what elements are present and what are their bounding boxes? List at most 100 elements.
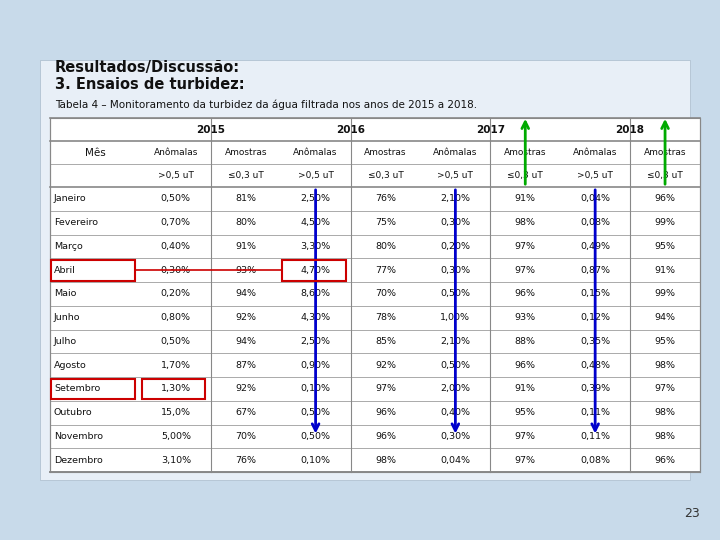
Text: 98%: 98% <box>654 408 675 417</box>
Text: 0,87%: 0,87% <box>580 266 610 275</box>
Text: >0,5 uT: >0,5 uT <box>577 171 613 180</box>
Text: Maio: Maio <box>54 289 76 299</box>
Text: 99%: 99% <box>654 289 675 299</box>
Text: 0,39%: 0,39% <box>580 384 611 393</box>
Text: Amostras: Amostras <box>504 148 546 157</box>
Text: 23: 23 <box>684 507 700 520</box>
Text: 8,60%: 8,60% <box>300 289 330 299</box>
Text: 1,00%: 1,00% <box>441 313 470 322</box>
Text: 2,10%: 2,10% <box>441 194 470 204</box>
Text: 70%: 70% <box>235 432 256 441</box>
Text: 91%: 91% <box>235 242 256 251</box>
Text: 2,50%: 2,50% <box>300 337 330 346</box>
Text: 2,00%: 2,00% <box>441 384 470 393</box>
Text: 95%: 95% <box>654 337 675 346</box>
Text: ≤0,3 uT: ≤0,3 uT <box>368 171 403 180</box>
Text: 91%: 91% <box>515 384 536 393</box>
Text: 0,04%: 0,04% <box>580 194 610 204</box>
Text: 91%: 91% <box>654 266 675 275</box>
Text: 78%: 78% <box>375 313 396 322</box>
Text: 1,30%: 1,30% <box>161 384 191 393</box>
Text: 5,00%: 5,00% <box>161 432 191 441</box>
Text: 0,15%: 0,15% <box>580 289 610 299</box>
Text: 75%: 75% <box>375 218 396 227</box>
Text: Novembro: Novembro <box>54 432 103 441</box>
Text: 0,40%: 0,40% <box>161 242 191 251</box>
Text: 2016: 2016 <box>336 125 365 134</box>
Text: 70%: 70% <box>375 289 396 299</box>
Text: 80%: 80% <box>375 242 396 251</box>
Text: 94%: 94% <box>235 289 256 299</box>
Text: 93%: 93% <box>515 313 536 322</box>
Text: 2,50%: 2,50% <box>300 194 330 204</box>
Text: Amostras: Amostras <box>364 148 407 157</box>
Text: 98%: 98% <box>375 456 396 464</box>
Text: Fevereiro: Fevereiro <box>54 218 98 227</box>
Text: Anômalas: Anômalas <box>153 148 198 157</box>
Text: 3,30%: 3,30% <box>300 242 330 251</box>
Text: 96%: 96% <box>375 408 396 417</box>
Text: 0,49%: 0,49% <box>580 242 610 251</box>
Text: 99%: 99% <box>654 218 675 227</box>
Text: 0,50%: 0,50% <box>300 432 330 441</box>
Text: ≤0,3 uT: ≤0,3 uT <box>508 171 543 180</box>
Text: Anômalas: Anômalas <box>573 148 617 157</box>
Text: 0,70%: 0,70% <box>161 218 191 227</box>
Text: 85%: 85% <box>375 337 396 346</box>
Text: Julho: Julho <box>54 337 77 346</box>
Text: 2015: 2015 <box>197 125 225 134</box>
Text: 0,80%: 0,80% <box>161 313 191 322</box>
Text: 67%: 67% <box>235 408 256 417</box>
Text: 0,50%: 0,50% <box>161 194 191 204</box>
Text: 0,20%: 0,20% <box>441 242 470 251</box>
Text: Anômalas: Anômalas <box>433 148 477 157</box>
Text: Setembro: Setembro <box>54 384 100 393</box>
Text: Resultados/Discussão:: Resultados/Discussão: <box>55 60 240 75</box>
Text: 95%: 95% <box>654 242 675 251</box>
Text: 98%: 98% <box>515 218 536 227</box>
Text: 0,30%: 0,30% <box>161 266 191 275</box>
Text: 0,50%: 0,50% <box>300 408 330 417</box>
Text: Dezembro: Dezembro <box>54 456 103 464</box>
Text: 81%: 81% <box>235 194 256 204</box>
Text: 4,70%: 4,70% <box>300 266 330 275</box>
Text: 97%: 97% <box>515 432 536 441</box>
Text: 88%: 88% <box>515 337 536 346</box>
Text: 80%: 80% <box>235 218 256 227</box>
Text: ≤0,3 uT: ≤0,3 uT <box>647 171 683 180</box>
Text: 0,08%: 0,08% <box>580 456 610 464</box>
Text: 0,12%: 0,12% <box>580 313 610 322</box>
Text: 94%: 94% <box>235 337 256 346</box>
Text: 0,10%: 0,10% <box>300 384 330 393</box>
Text: Anômalas: Anômalas <box>294 148 338 157</box>
Text: 97%: 97% <box>515 456 536 464</box>
Text: 0,04%: 0,04% <box>441 456 470 464</box>
Text: 96%: 96% <box>654 194 675 204</box>
Text: >0,5 uT: >0,5 uT <box>438 171 473 180</box>
Text: 87%: 87% <box>235 361 256 370</box>
Text: 96%: 96% <box>515 289 536 299</box>
Text: 93%: 93% <box>235 266 256 275</box>
Text: >0,5 uT: >0,5 uT <box>297 171 333 180</box>
Text: 98%: 98% <box>654 432 675 441</box>
Text: 95%: 95% <box>515 408 536 417</box>
Text: 0,35%: 0,35% <box>580 337 611 346</box>
Text: Amostras: Amostras <box>225 148 267 157</box>
Text: 0,50%: 0,50% <box>441 361 470 370</box>
Text: 0,50%: 0,50% <box>441 289 470 299</box>
Text: Março: Março <box>54 242 83 251</box>
Text: 0,50%: 0,50% <box>161 337 191 346</box>
Text: Junho: Junho <box>54 313 81 322</box>
Text: 96%: 96% <box>515 361 536 370</box>
Text: 0,10%: 0,10% <box>300 456 330 464</box>
Text: Agosto: Agosto <box>54 361 86 370</box>
Text: 2018: 2018 <box>616 125 644 134</box>
Text: 97%: 97% <box>375 384 396 393</box>
Text: Janeiro: Janeiro <box>54 194 86 204</box>
Text: 0,48%: 0,48% <box>580 361 610 370</box>
Text: 94%: 94% <box>654 313 675 322</box>
Text: 92%: 92% <box>375 361 396 370</box>
Text: 0,11%: 0,11% <box>580 432 610 441</box>
Text: 92%: 92% <box>235 313 256 322</box>
Text: 0,20%: 0,20% <box>161 289 191 299</box>
